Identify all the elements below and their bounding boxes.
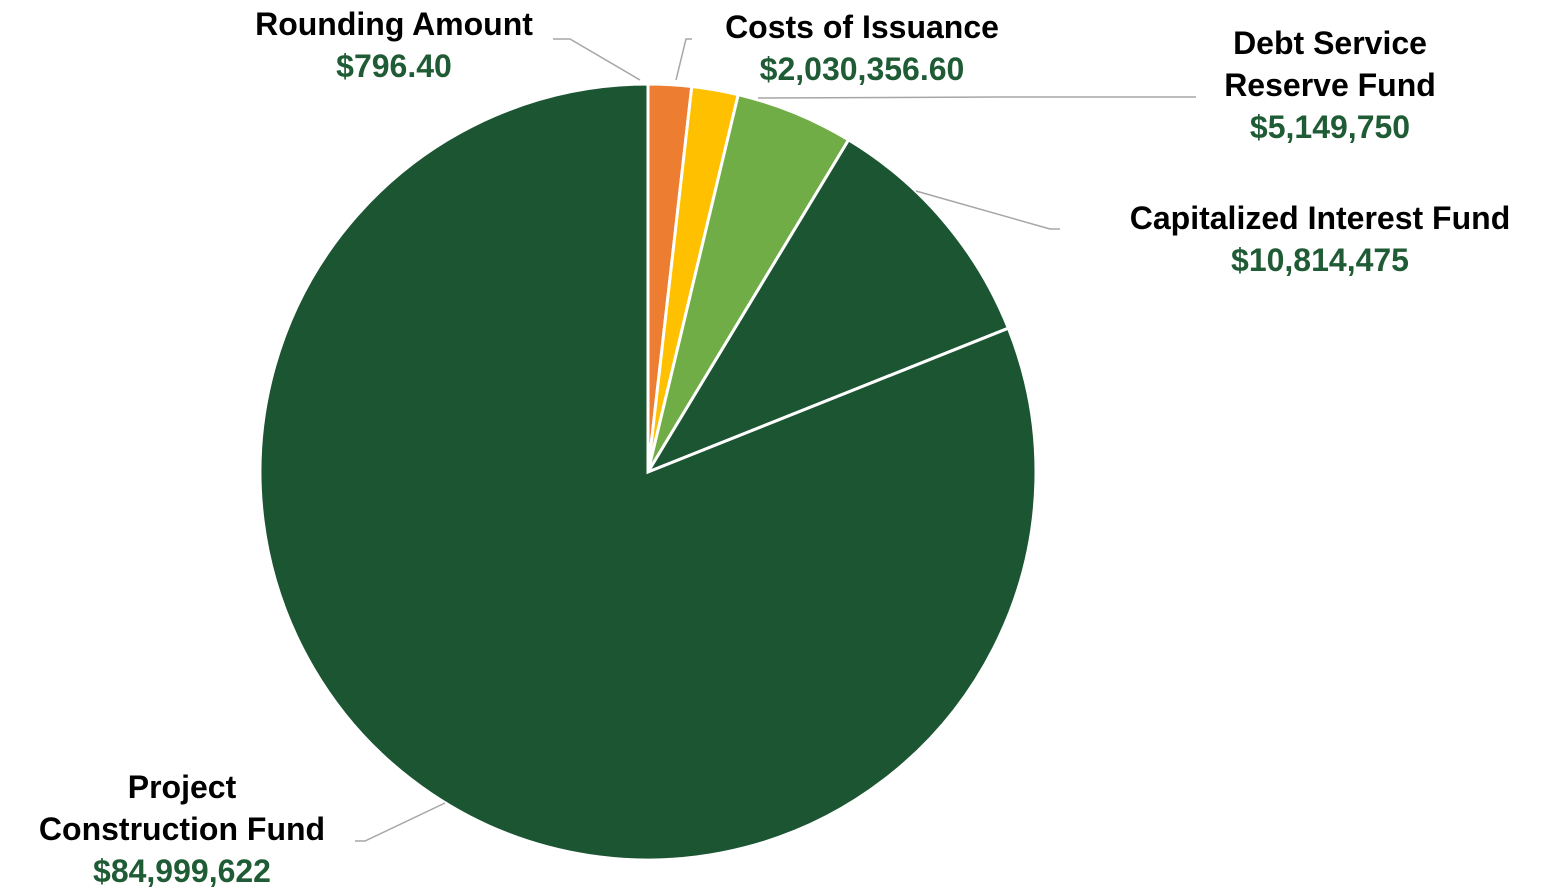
slice-name-4-1: Construction Fund xyxy=(39,811,325,847)
slice-name-1-0: Costs of Issuance xyxy=(725,9,999,45)
slice-value-4: $84,999,622 xyxy=(93,853,271,889)
slice-label-3: Capitalized Interest Fund $10,814,475 xyxy=(1130,200,1510,278)
slice-name-2-0: Debt Service xyxy=(1233,25,1427,61)
slice-value-2: $5,149,750 xyxy=(1250,109,1410,145)
pie-slice-3 xyxy=(644,137,1011,476)
pie-slice-4 xyxy=(258,82,1038,862)
slice-value-1: $2,030,356.60 xyxy=(760,51,965,87)
leader-line-4 xyxy=(355,802,446,842)
slice-value-3: $10,814,475 xyxy=(1231,242,1409,278)
leader-line-1 xyxy=(675,38,692,81)
slice-name-4-0: Project xyxy=(128,769,237,805)
slice-label-1: Costs of Issuance $2,030,356.60 xyxy=(725,9,999,87)
slice-name-3-0: Capitalized Interest Fund xyxy=(1130,200,1510,236)
leader-line-2 xyxy=(757,96,1196,99)
slice-label-4: Project Construction Fund $84,999,622 xyxy=(39,769,325,889)
leader-line-3 xyxy=(915,190,1060,230)
slice-labels: Rounding Amount $796.40 Costs of Issuance $… xyxy=(39,6,1510,889)
slice-label-0: Rounding Amount $796.40 xyxy=(255,6,533,84)
slice-value-0: $796.40 xyxy=(336,48,452,84)
leader-line-0 xyxy=(553,38,641,81)
slice-name-2-1: Reserve Fund xyxy=(1224,67,1436,103)
leader-lines xyxy=(355,38,1196,842)
pie-slices xyxy=(258,82,1038,862)
slice-label-2: Debt Service Reserve Fund $5,149,750 xyxy=(1224,25,1436,145)
slice-name-0-0: Rounding Amount xyxy=(255,6,533,42)
